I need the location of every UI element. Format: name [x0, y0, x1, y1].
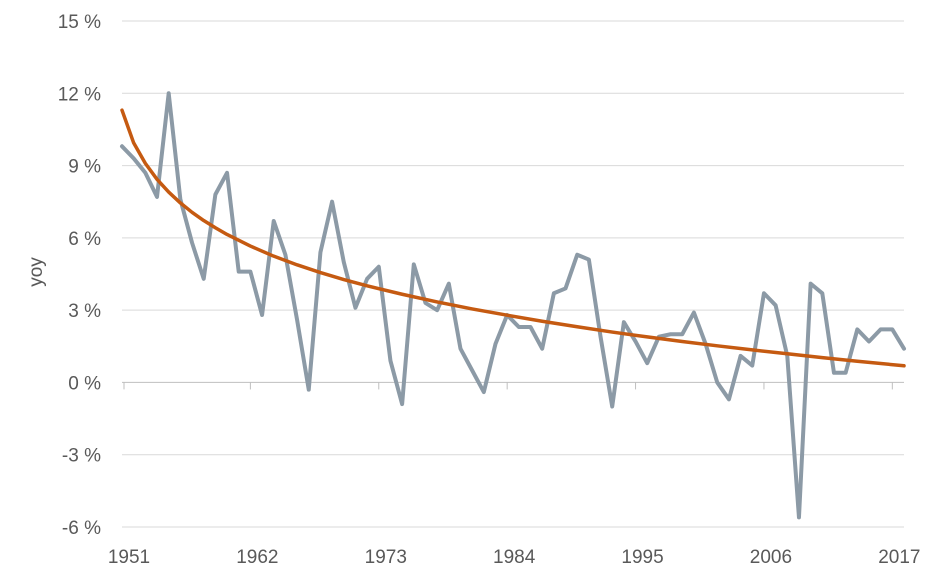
x-tick-label: 1973	[365, 547, 407, 568]
x-tick-label: 1962	[236, 547, 278, 568]
y-tick-label: 3 %	[68, 301, 101, 322]
x-tick-label: 1951	[108, 547, 150, 568]
y-axis-title: yoy	[26, 257, 47, 287]
y-tick-label: 12 %	[58, 84, 101, 105]
y-tick-label: 9 %	[68, 157, 101, 178]
y-tick-labels: -6 % -3 % 0 % 3 % 6 % 9 % 12 % 15 %	[58, 12, 101, 539]
x-tick-label: 2017	[878, 547, 920, 568]
y-tick-label: -3 %	[62, 446, 101, 467]
y-tick-label: 6 %	[68, 229, 101, 250]
x-tick-label: 1984	[493, 547, 536, 568]
y-tick-label: 15 %	[58, 12, 101, 33]
x-tick-label: 2006	[750, 547, 792, 568]
x-tick-label: 1995	[621, 547, 663, 568]
x-tick-labels: 1951 1962 1973 1984 1995 2006 2017	[108, 547, 921, 568]
y-tick-label: 0 %	[68, 373, 101, 394]
series-layer	[120, 91, 906, 520]
trend-series-line	[120, 108, 906, 368]
y-tick-label: -6 %	[62, 518, 101, 539]
yoy-series-line	[120, 91, 906, 520]
grid-lines	[122, 20, 904, 528]
x-axis	[122, 381, 904, 390]
